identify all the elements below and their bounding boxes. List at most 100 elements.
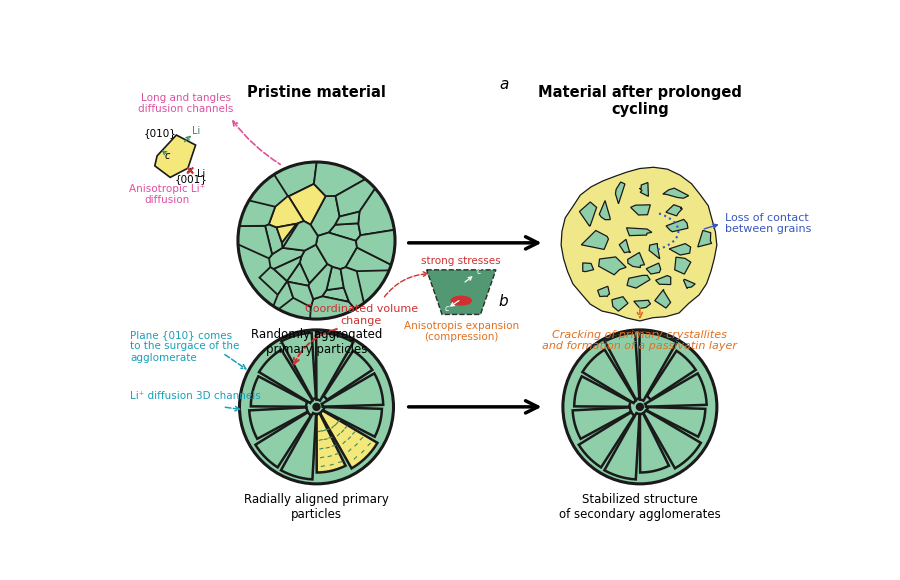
Polygon shape — [616, 182, 625, 204]
Text: Randomly aggregated
primary particles: Randomly aggregated primary particles — [251, 328, 382, 356]
Polygon shape — [605, 333, 639, 400]
Polygon shape — [598, 287, 609, 296]
Polygon shape — [583, 263, 594, 271]
Polygon shape — [328, 223, 361, 241]
Polygon shape — [647, 351, 696, 400]
Polygon shape — [627, 276, 650, 288]
Polygon shape — [269, 248, 304, 269]
Polygon shape — [269, 281, 293, 316]
Polygon shape — [612, 297, 628, 311]
Circle shape — [313, 404, 320, 410]
Polygon shape — [427, 270, 496, 314]
Polygon shape — [266, 146, 319, 197]
Polygon shape — [649, 244, 660, 259]
Text: b: b — [499, 295, 508, 310]
Polygon shape — [300, 245, 328, 284]
Text: Pristine material: Pristine material — [248, 85, 386, 100]
Circle shape — [562, 330, 717, 484]
Text: Li: Li — [197, 169, 205, 179]
Text: Material after prolonged
cycling: Material after prolonged cycling — [538, 85, 742, 117]
Polygon shape — [281, 413, 316, 480]
Polygon shape — [346, 248, 400, 271]
Polygon shape — [310, 296, 363, 336]
Polygon shape — [562, 168, 716, 320]
Polygon shape — [655, 289, 670, 308]
Polygon shape — [631, 205, 651, 215]
Text: Anisotropis expansion
(compression): Anisotropis expansion (compression) — [404, 321, 518, 342]
Polygon shape — [287, 263, 310, 286]
Polygon shape — [336, 176, 379, 216]
Polygon shape — [580, 202, 597, 226]
Polygon shape — [579, 412, 634, 467]
Polygon shape — [323, 351, 373, 400]
Polygon shape — [320, 411, 377, 468]
Polygon shape — [581, 230, 608, 249]
Polygon shape — [655, 276, 670, 285]
Polygon shape — [627, 252, 644, 267]
Polygon shape — [155, 135, 195, 177]
Polygon shape — [619, 240, 630, 253]
Polygon shape — [314, 147, 371, 196]
Polygon shape — [640, 414, 669, 473]
Polygon shape — [644, 411, 701, 468]
Polygon shape — [308, 264, 332, 299]
Polygon shape — [670, 244, 690, 255]
Text: c: c — [165, 151, 170, 161]
Polygon shape — [675, 257, 691, 274]
Text: a: a — [499, 77, 508, 92]
Polygon shape — [640, 332, 677, 401]
Text: Loss of contact
between grains: Loss of contact between grains — [724, 213, 811, 234]
Text: Li: Li — [192, 126, 200, 136]
Polygon shape — [289, 184, 326, 224]
Polygon shape — [317, 414, 346, 473]
Polygon shape — [683, 280, 695, 288]
Polygon shape — [605, 413, 640, 480]
Text: Stabilized structure
of secondary agglomerates: Stabilized structure of secondary agglom… — [559, 493, 721, 521]
Polygon shape — [645, 374, 706, 407]
Text: Radially aligned primary
particles: Radially aligned primary particles — [244, 493, 389, 521]
Polygon shape — [626, 228, 652, 235]
Polygon shape — [666, 219, 688, 232]
Polygon shape — [269, 196, 304, 227]
Ellipse shape — [451, 296, 472, 306]
Polygon shape — [327, 267, 344, 290]
Text: {001}: {001} — [175, 174, 208, 184]
Polygon shape — [647, 407, 706, 437]
Polygon shape — [666, 205, 682, 216]
Polygon shape — [229, 197, 275, 226]
Polygon shape — [266, 224, 283, 254]
Text: Coordinated volume
change: Coordinated volume change — [304, 304, 418, 326]
Text: Plane {010} comes
to the surgace of the
agglomerate: Plane {010} comes to the surgace of the … — [130, 330, 239, 363]
Circle shape — [238, 162, 395, 319]
Polygon shape — [282, 333, 316, 400]
Circle shape — [636, 404, 644, 410]
Polygon shape — [227, 226, 272, 258]
Polygon shape — [574, 376, 631, 407]
Polygon shape — [283, 221, 318, 251]
Polygon shape — [288, 282, 313, 307]
Polygon shape — [598, 257, 626, 275]
Polygon shape — [251, 376, 307, 407]
Polygon shape — [572, 407, 631, 439]
Polygon shape — [640, 183, 648, 196]
Text: c: c — [477, 267, 482, 276]
Text: Li⁺ diffusion 3D channels: Li⁺ diffusion 3D channels — [130, 391, 261, 401]
Polygon shape — [340, 267, 367, 318]
Polygon shape — [582, 350, 636, 403]
Polygon shape — [358, 183, 405, 235]
Polygon shape — [634, 300, 651, 309]
Polygon shape — [274, 256, 302, 281]
Text: Cracking of primary crystallites
and formation of a passivatin layer: Cracking of primary crystallites and for… — [543, 330, 737, 351]
Text: c: c — [445, 303, 449, 313]
Polygon shape — [310, 196, 339, 236]
Polygon shape — [259, 267, 287, 295]
Polygon shape — [316, 233, 357, 269]
Polygon shape — [322, 374, 383, 407]
Text: Anisotropic Li⁺
diffusion: Anisotropic Li⁺ diffusion — [129, 183, 205, 205]
Polygon shape — [662, 188, 688, 198]
Polygon shape — [322, 288, 349, 302]
Circle shape — [239, 330, 393, 484]
Polygon shape — [698, 230, 712, 247]
Polygon shape — [249, 407, 308, 439]
Polygon shape — [259, 350, 312, 403]
